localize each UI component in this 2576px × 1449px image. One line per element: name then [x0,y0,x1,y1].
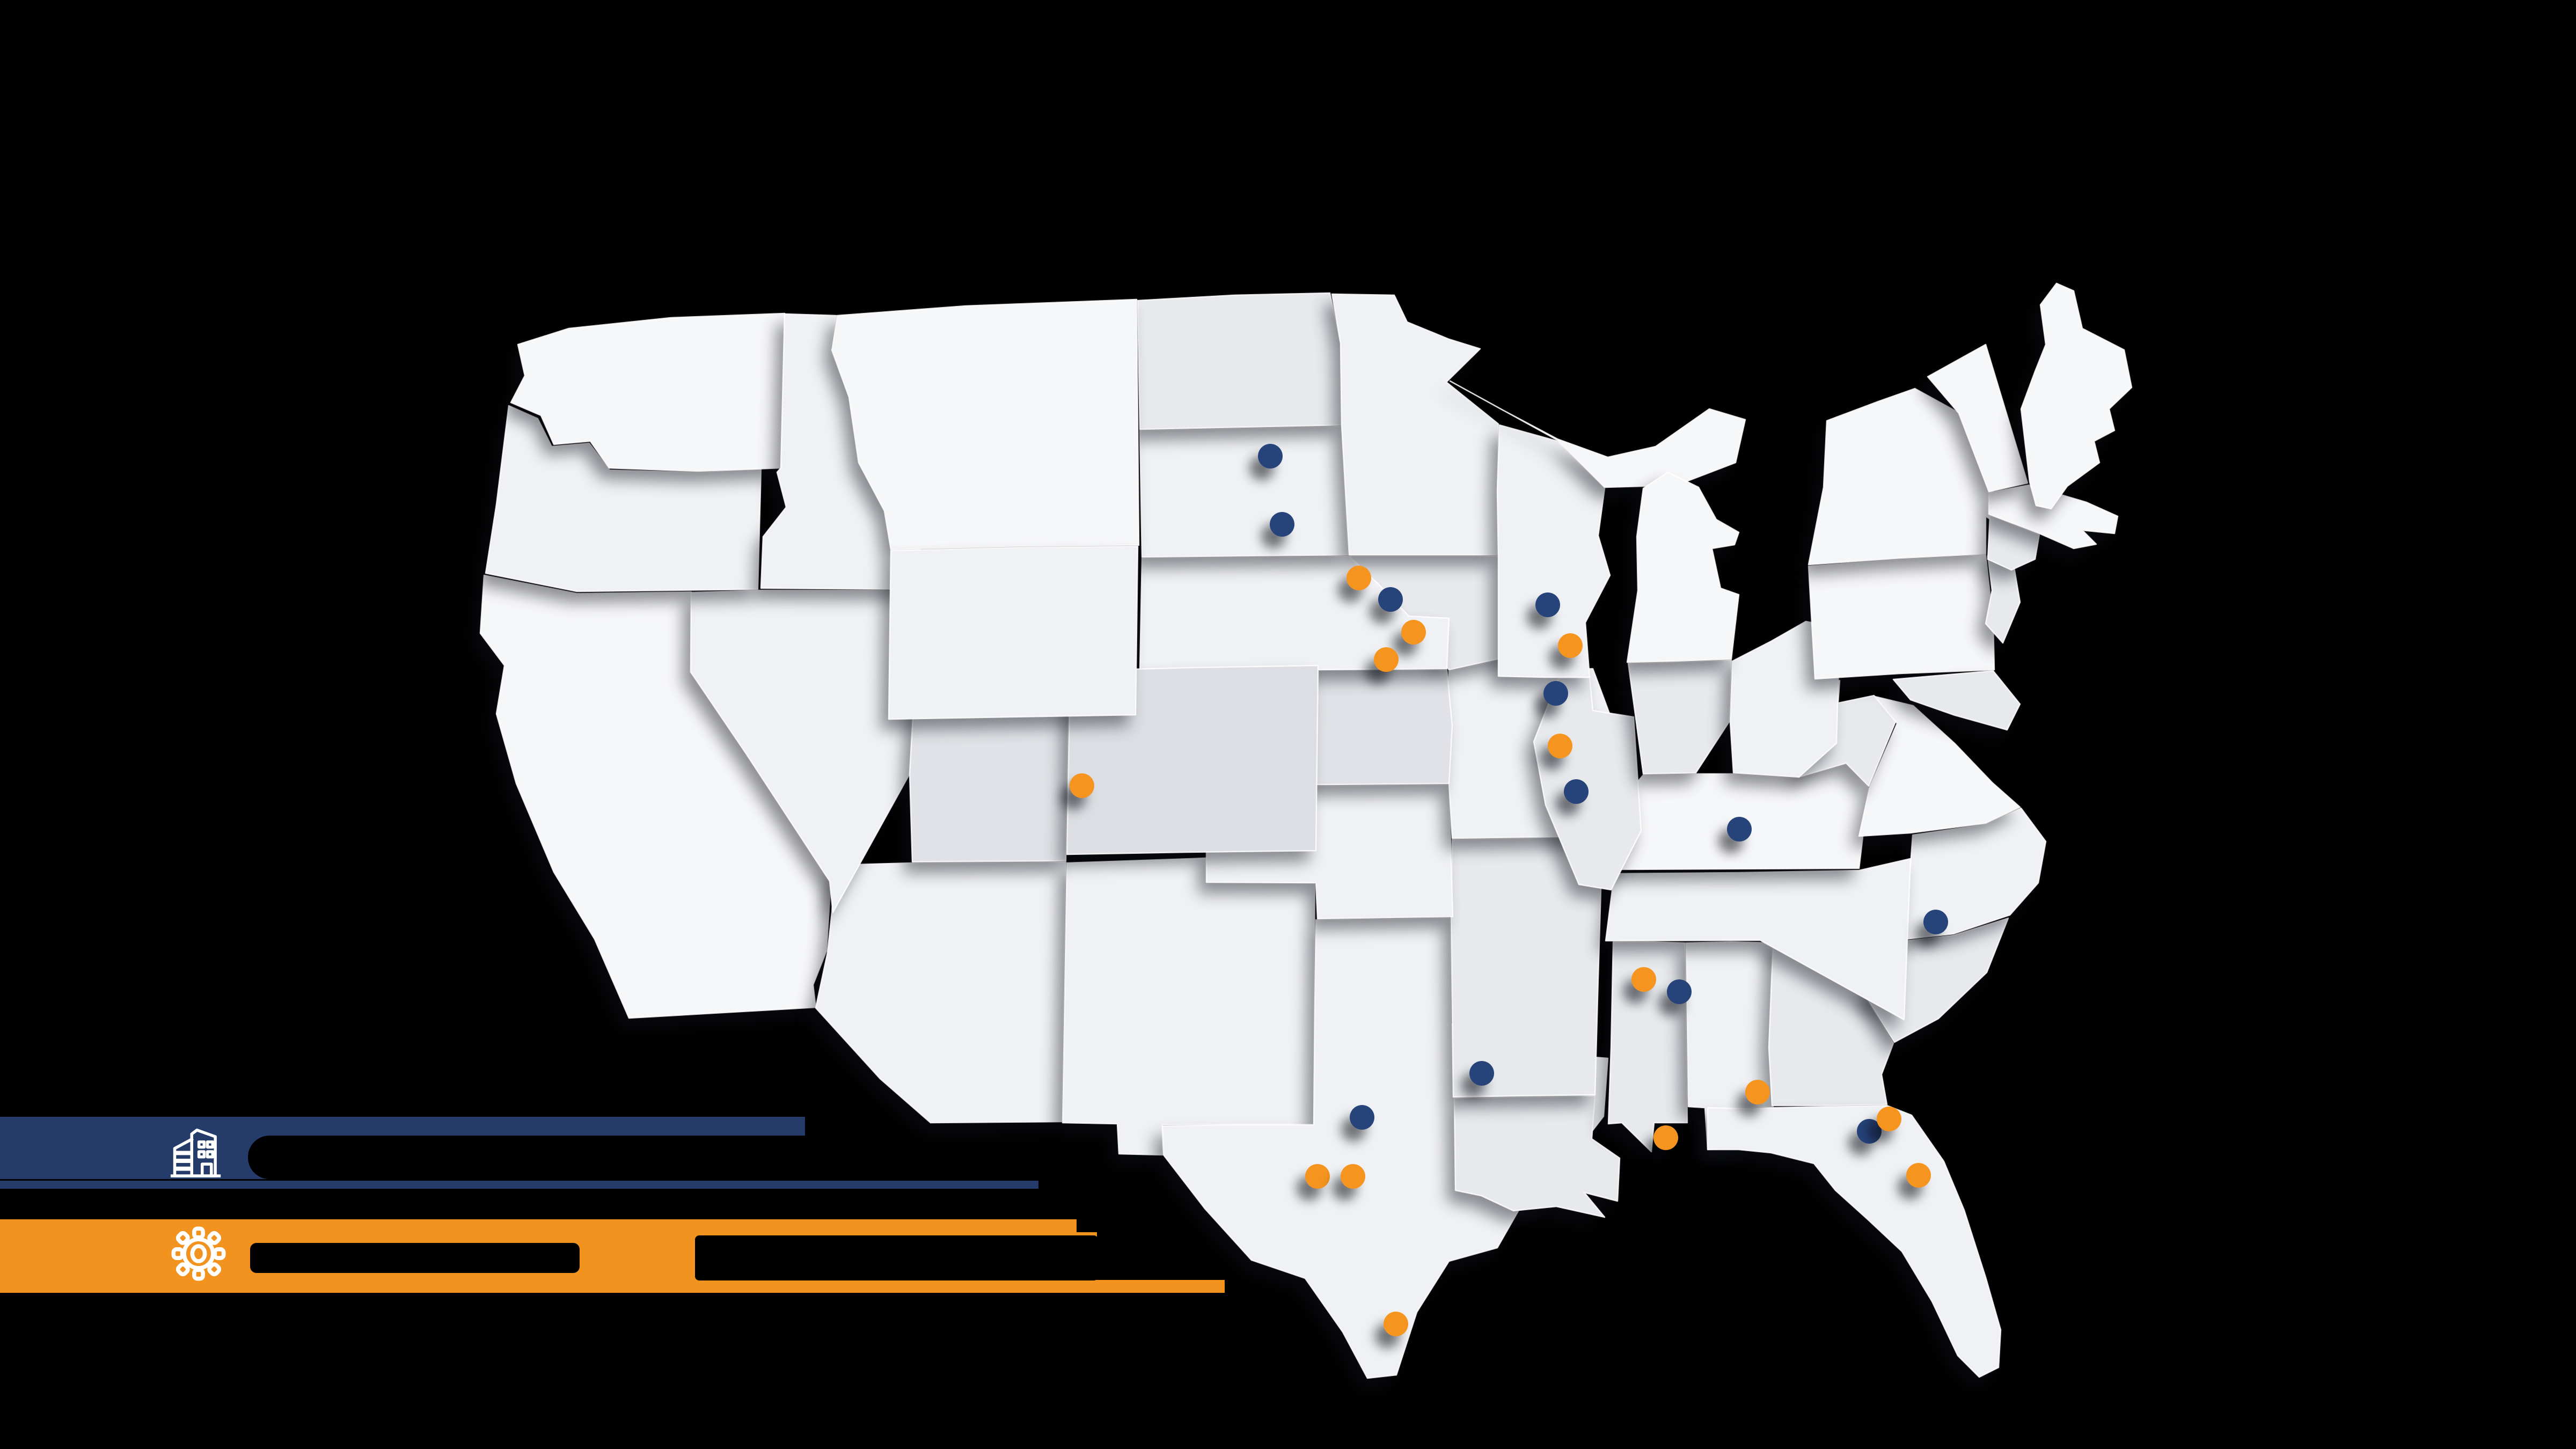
state-maine [2020,282,2133,510]
location-dot-orange [1877,1107,1901,1131]
location-dot-orange [1401,620,1426,645]
location-dot-blue [1535,592,1560,617]
state-vermont-new-hampshire [1927,343,2029,493]
state-louisiana [1453,1095,1621,1218]
state-montana [831,298,1140,551]
location-dot-blue [1543,681,1568,706]
state-minnesota [1331,293,1499,556]
state-indiana [1627,659,1732,775]
state-massachusetts [1988,484,2119,550]
state-wisconsin [1496,424,1611,678]
location-dot-blue [1258,444,1283,469]
location-dot-orange [1548,734,1572,758]
state-wyoming [888,545,1139,720]
location-dot-orange [1346,566,1371,590]
location-dot-blue [1923,910,1948,934]
location-dot-blue [1667,979,1692,1004]
location-dot-orange [1305,1164,1330,1189]
state-north-dakota [1137,292,1343,430]
state-connecticut-rhode-island [1987,514,2040,571]
state-arkansas [1450,836,1604,1098]
legend-label-manufacturing-word2 [695,1235,1098,1280]
legend-bar-end-step [1063,1219,1077,1236]
location-dot-orange [1384,1312,1408,1336]
gear-icon [171,1226,226,1281]
state-arizona [815,861,1067,1124]
location-dot-orange [1341,1164,1365,1189]
location-dot-orange [1374,647,1399,672]
state-new-mexico [1062,852,1316,1156]
location-dot-blue [1378,587,1403,612]
state-pennsylvania [1807,554,1995,680]
location-dot-blue [1270,512,1294,537]
state-michigan [1626,471,1740,663]
state-washington [510,312,786,472]
legend-underline-manufacturing [0,1280,1225,1293]
state-north-carolina [1904,807,2047,940]
state-nevada [690,589,919,913]
location-dot-orange [1653,1125,1678,1150]
state-south-dakota [1139,425,1349,558]
state-florida [1707,1104,2002,1378]
legend-underline-offices [0,1181,1038,1189]
state-michigan-upper-peninsula [1449,380,1746,488]
state-maryland-delaware [1892,670,2021,731]
location-dot-blue [1469,1061,1494,1086]
legend-label-manufacturing-word1 [250,1243,580,1273]
location-dot-blue [1564,779,1589,804]
building-icon [170,1129,221,1177]
state-virginia [1858,696,2021,837]
location-dot-orange [1906,1163,1931,1188]
state-ohio [1729,620,1841,778]
state-tennessee [1605,858,1912,1021]
location-dot-orange [1070,773,1094,798]
us-states-group [479,282,2133,1379]
location-dot-orange [1558,633,1583,658]
location-dot-blue [1350,1105,1374,1130]
location-dot-blue [1727,817,1752,841]
state-illinois [1533,676,1642,891]
location-dot-orange [1745,1080,1770,1104]
legend-label-offices [248,1136,836,1179]
location-dot-orange [1631,967,1656,992]
